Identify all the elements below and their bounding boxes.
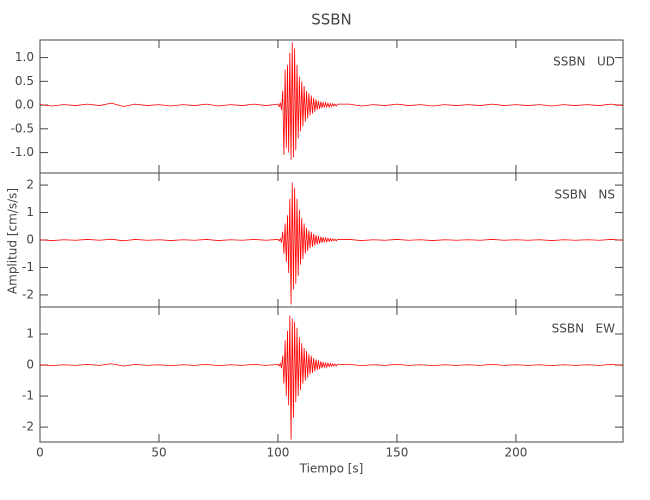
x-tick-label: 100	[267, 446, 290, 460]
panel-frame	[39, 306, 624, 443]
x-tick-label: 200	[504, 446, 527, 460]
y-tick-label: -0.5	[11, 121, 34, 135]
y-tick-label: 0	[26, 233, 34, 247]
y-tick-label: 1	[26, 205, 34, 219]
y-tick-label: 0.5	[15, 74, 34, 88]
y-axis-label: Amplitud [cm/s/s]	[6, 188, 20, 294]
x-axis-label: Tiempo [s]	[299, 462, 364, 476]
trace	[39, 315, 624, 440]
y-tick-label: -1	[22, 389, 34, 403]
x-tick-label: 0	[36, 446, 44, 460]
y-tick-label: -1.0	[11, 145, 34, 159]
trace-label: SSBN UD	[553, 55, 615, 69]
y-tick-label: -1	[22, 260, 34, 274]
y-tick-label: 2	[26, 178, 34, 192]
y-tick-label: 0	[26, 358, 34, 372]
trace-label: SSBN EW	[552, 322, 615, 336]
trace	[39, 42, 624, 160]
y-tick-label: -2	[22, 287, 34, 301]
y-tick-label: -2	[22, 420, 34, 434]
x-tick-label: 150	[385, 446, 408, 460]
trace	[39, 182, 624, 305]
chart-title: SSBN	[311, 11, 352, 29]
y-tick-label: 1	[26, 327, 34, 341]
y-tick-label: 1.0	[15, 50, 34, 64]
x-tick-label: 50	[151, 446, 166, 460]
y-tick-label: 0.0	[15, 98, 34, 112]
trace-label: SSBN NS	[555, 188, 615, 202]
